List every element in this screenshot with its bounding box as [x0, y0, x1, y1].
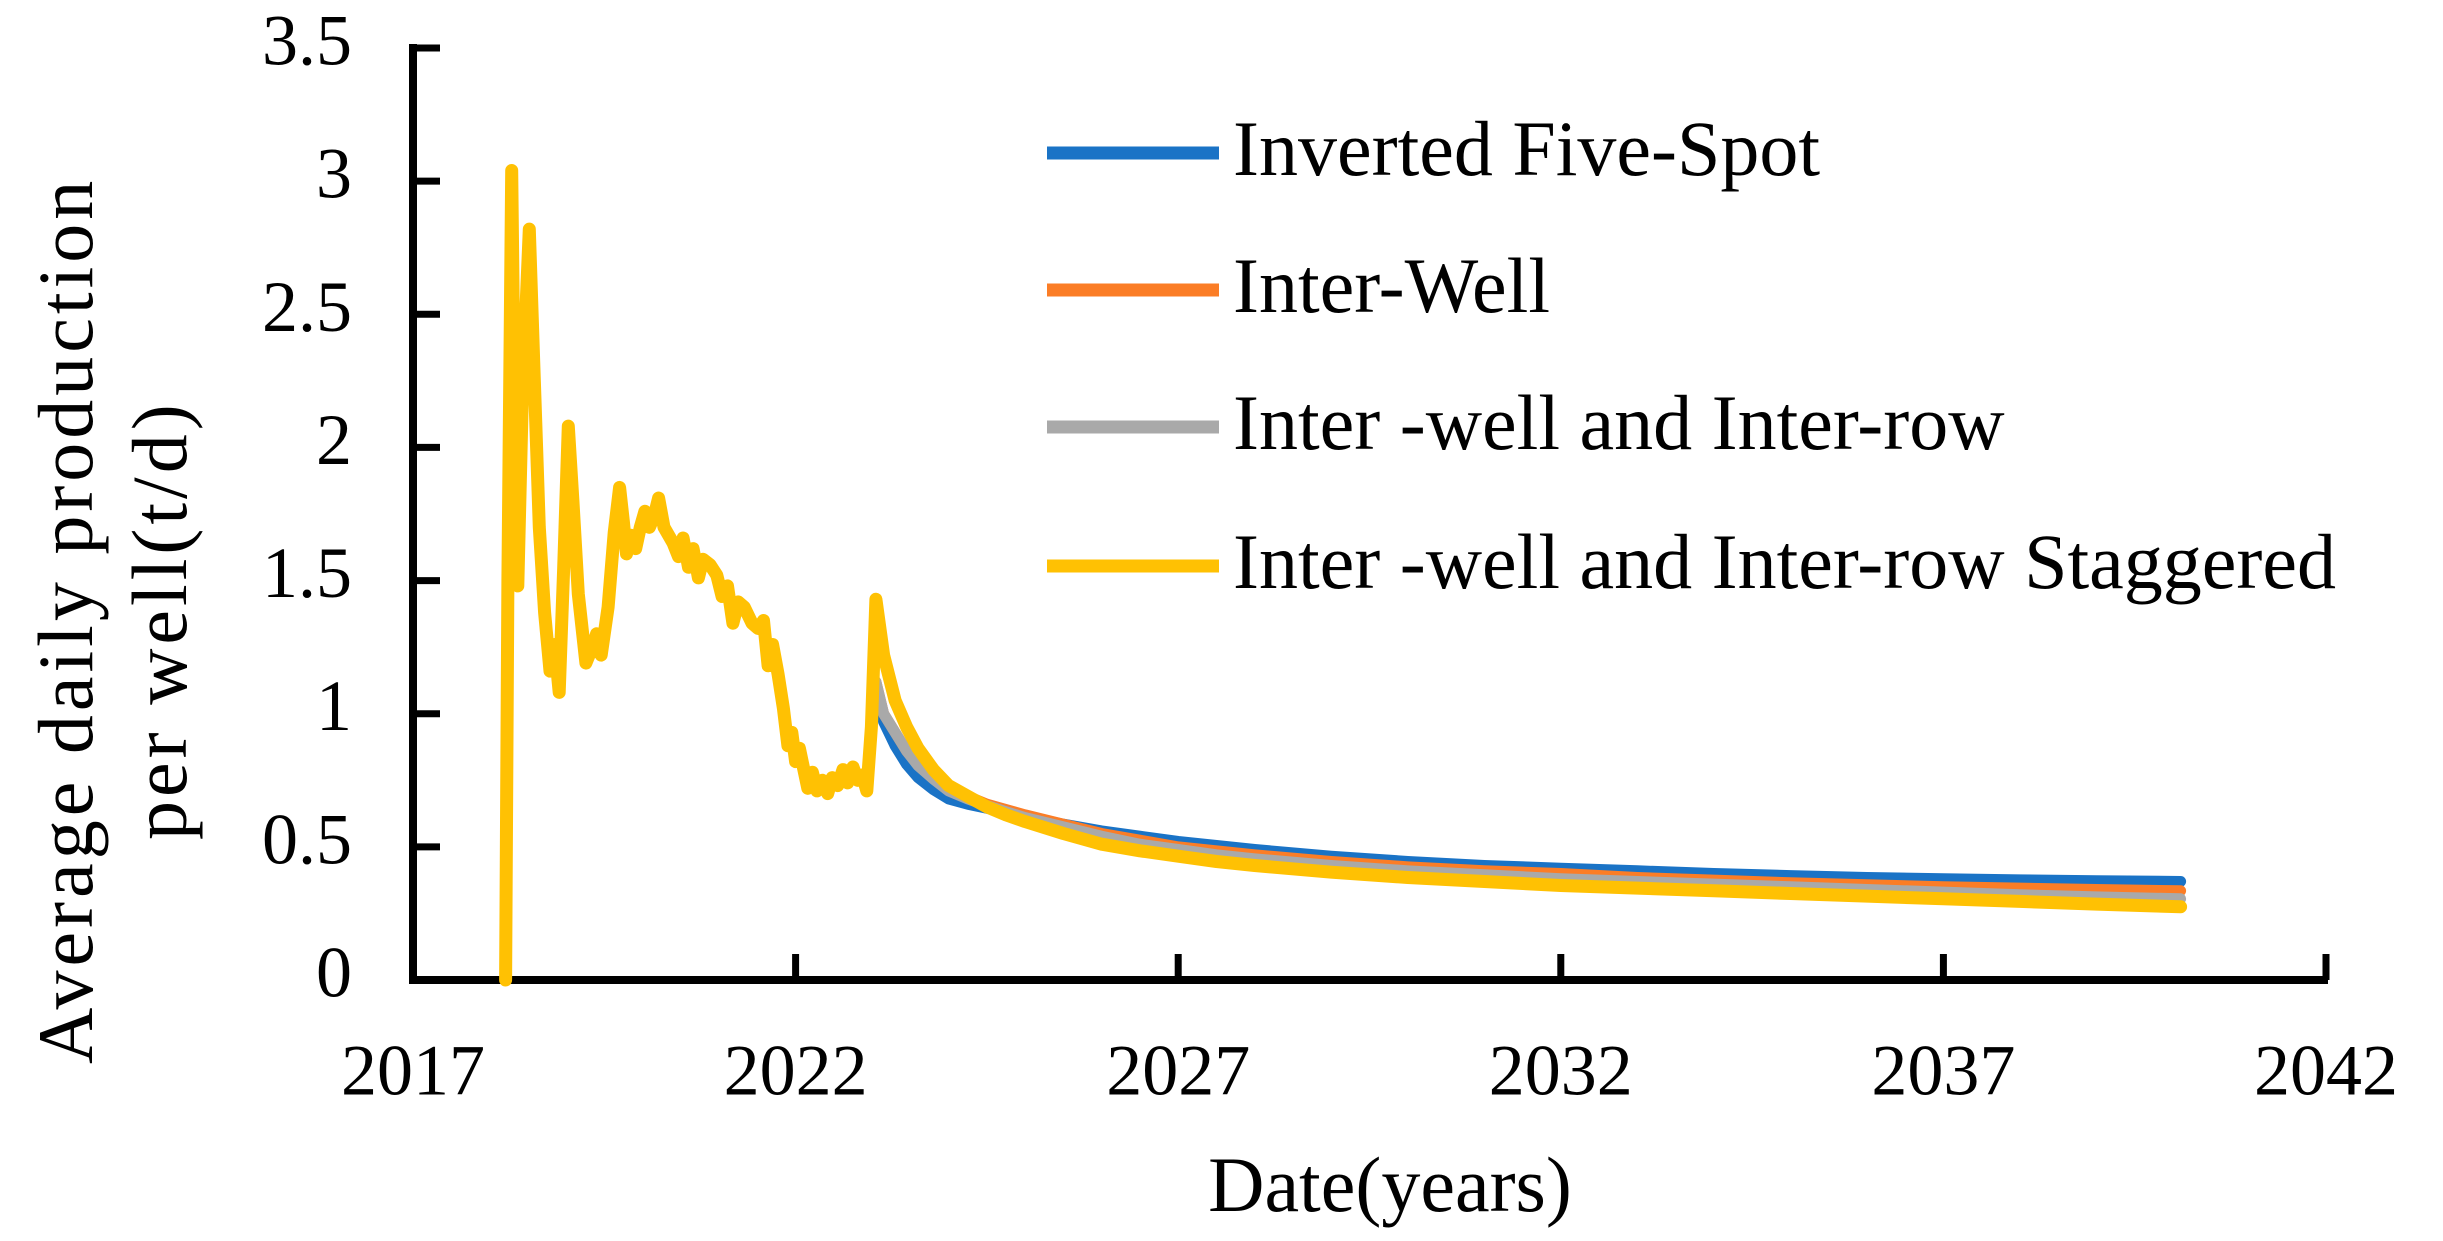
x-tick-label: 2032 — [1489, 1031, 1633, 1111]
y-tick-label: 3 — [316, 134, 352, 214]
x-tick-label: 2037 — [1871, 1031, 2015, 1111]
y-axis-title-line2: per well(t/d) — [116, 400, 203, 841]
y-tick-label: 1.5 — [262, 533, 352, 613]
legend-label-0: Inverted Five-Spot — [1233, 105, 1820, 192]
y-axis-title-line1: Average daily production — [22, 176, 109, 1065]
x-axis-title: Date(years) — [1208, 1141, 1572, 1228]
series-line-1 — [870, 676, 2187, 897]
series-line-3 — [499, 164, 2188, 987]
legend-label-2: Inter -well and Inter-row — [1233, 379, 2005, 466]
series-line-2 — [870, 676, 2187, 905]
y-tick-label: 2.5 — [262, 267, 352, 347]
y-tick-label: 1 — [316, 666, 352, 746]
series-line-0 — [870, 681, 2187, 887]
x-tick-label: 2022 — [724, 1031, 868, 1111]
y-tick-label: 3.5 — [262, 1, 352, 81]
y-tick-label: 2 — [316, 400, 352, 480]
legend-label-3: Inter -well and Inter-row Staggered — [1233, 518, 2336, 605]
y-tick-label: 0 — [316, 933, 352, 1013]
y-tick-label: 0.5 — [262, 799, 352, 879]
legend-label-1: Inter-Well — [1233, 242, 1550, 329]
x-tick-label: 2042 — [2254, 1031, 2398, 1111]
x-tick-label: 2017 — [341, 1031, 485, 1111]
axis-lines — [409, 44, 2328, 984]
x-tick-label: 2027 — [1106, 1031, 1250, 1111]
